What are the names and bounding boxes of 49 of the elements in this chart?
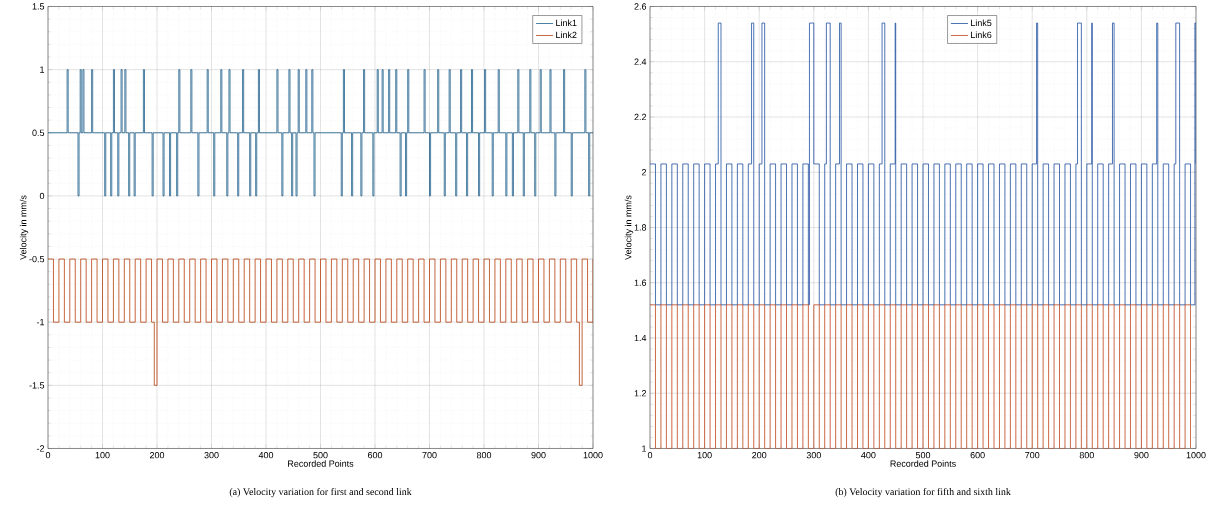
legend-label: Link1 bbox=[556, 19, 577, 26]
x-tick-label: 0 bbox=[647, 451, 653, 459]
x-tick-label: 300 bbox=[806, 451, 821, 459]
text: (a) Velocity variation for first and second link bbox=[229, 487, 412, 497]
y-tick-label: 0.5 bbox=[32, 129, 45, 136]
x-axis-title: Recorded Points bbox=[288, 459, 354, 467]
x-tick-label: 400 bbox=[258, 451, 274, 459]
y-tick-label: -0.5 bbox=[29, 255, 45, 262]
y-tick-label: 2 bbox=[641, 168, 647, 176]
y-tick-label: -2 bbox=[36, 445, 45, 452]
x-tick-label: 100 bbox=[95, 451, 110, 459]
y-tick-label: 2.4 bbox=[634, 58, 647, 65]
y-tick-label: -1 bbox=[36, 318, 45, 326]
x-tick-label: 600 bbox=[367, 451, 383, 459]
x-tick-label: 900 bbox=[1134, 451, 1149, 459]
text: (b) Velocity variation for fifth and sixth link bbox=[835, 487, 1011, 497]
y-tick-label: 1.2 bbox=[634, 389, 647, 397]
y-tick-label: 1 bbox=[642, 445, 647, 452]
legend-label: Link6 bbox=[971, 31, 992, 38]
y-tick-label: -1.5 bbox=[29, 381, 45, 389]
y-tick-label: 2.6 bbox=[634, 3, 647, 10]
x-tick-label: 400 bbox=[861, 451, 876, 459]
y-tick-label: 2.2 bbox=[634, 113, 647, 120]
x-tick-label: 800 bbox=[476, 451, 492, 459]
x-tick-label: 700 bbox=[1025, 451, 1040, 459]
x-tick-label: 500 bbox=[313, 451, 328, 459]
x-axis-title: Recorded Points bbox=[890, 459, 956, 467]
x-tick-label: 800 bbox=[1079, 451, 1094, 459]
x-tick-label: 900 bbox=[531, 451, 546, 459]
y-axis-title: Velocity in mm/s bbox=[624, 195, 634, 260]
x-tick-label: 0 bbox=[45, 451, 51, 459]
x-tick-label: 700 bbox=[422, 451, 437, 459]
legend-label: Link5 bbox=[971, 19, 992, 26]
y-axis-title: Velocity in mm/s bbox=[19, 195, 29, 260]
x-tick-label: 600 bbox=[970, 451, 985, 459]
y-tick-label: 1.4 bbox=[634, 334, 647, 341]
x-tick-label: 200 bbox=[752, 451, 767, 459]
x-tick-label: 1000 bbox=[1186, 451, 1206, 459]
y-tick-label: 1.8 bbox=[634, 224, 647, 231]
x-tick-label: 500 bbox=[915, 451, 931, 459]
y-tick-label: 1.5 bbox=[32, 3, 45, 10]
legend-label: Link2 bbox=[556, 31, 577, 38]
x-tick-label: 1000 bbox=[583, 451, 603, 459]
y-tick-label: 1 bbox=[40, 66, 45, 73]
y-tick-label: 1.6 bbox=[634, 279, 647, 286]
x-tick-label: 300 bbox=[204, 451, 219, 459]
x-tick-label: 200 bbox=[149, 451, 165, 459]
y-tick-label: 0 bbox=[39, 192, 45, 199]
x-tick-label: 100 bbox=[697, 451, 712, 459]
